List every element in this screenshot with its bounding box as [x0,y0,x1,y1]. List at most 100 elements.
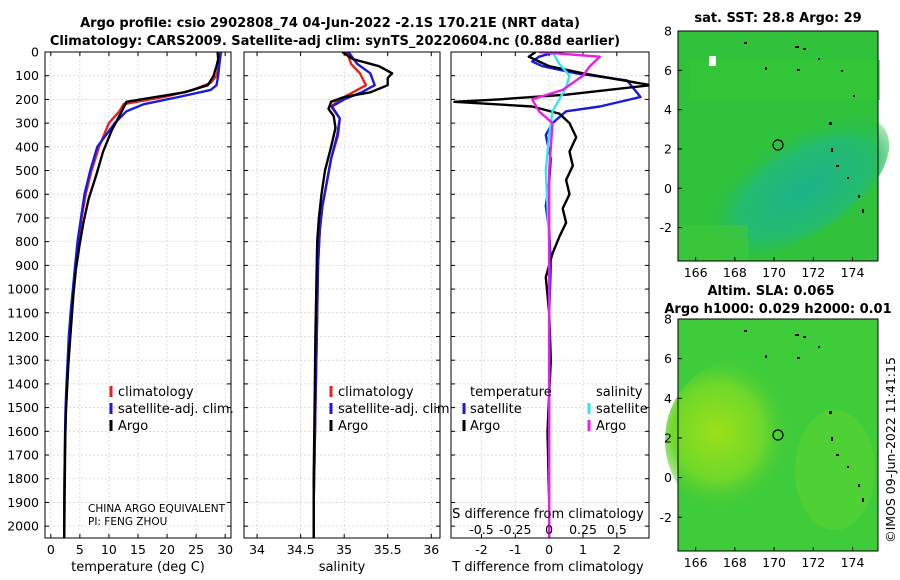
sla-map-islands [744,330,864,502]
difference-lines [453,52,649,538]
lon-tick-label: 174 [841,265,865,280]
sst-map-lat-ticks: 8 6 4 2 0 -2 [660,24,682,235]
program-note: CHINA ARGO EQUIVALENT [88,503,226,515]
sst-map-warm-patch [678,225,748,261]
depth-tick-label: 1900 [7,495,39,510]
lat-tick-label: 2 [664,141,672,156]
series-line-argo [63,52,220,538]
depth-tick-label: 400 [15,139,39,154]
depth-tick-label: 0 [31,45,39,60]
salinity-plot-area [244,52,440,538]
lat-tick-label: 6 [664,63,672,78]
legend-satellite-adj-label: satellite-adj. clim. [338,402,454,417]
temperature-legend: climatology satellite-adj. clim. Argo [109,385,234,434]
sst-map-lon-ticks: 166 168 170 172 174 [684,257,865,280]
depth-tick-label: 300 [15,116,39,131]
lon-tick-label: 168 [723,555,747,570]
x-tick-label: 35 [336,542,352,557]
x-tick-label: 34 [249,542,265,557]
lon-tick-label: 172 [801,555,825,570]
sla-map-title: Altim. SLA: 0.065 [708,284,835,299]
legend-t-satellite-label: satellite [470,402,522,417]
lon-tick-label: 170 [762,555,786,570]
figure-title-line2: Climatology: CARS2009. Satellite-adj cli… [50,34,620,49]
x-tick-label: 15 [130,542,146,557]
legend-t-argo-label: Argo [470,419,500,434]
lat-tick-label: 4 [664,102,672,117]
x-tick-label: -1 [509,542,521,557]
depth-tick-label: 700 [15,210,39,225]
difference-axes-box [450,51,650,539]
s-diff-xlabel: S difference from climatology [452,507,644,522]
temperature-axes-box [44,51,232,539]
depth-tick-label: 1200 [7,329,39,344]
pi-note: PI: FENG ZHOU [88,516,167,528]
legend-temperature-title: temperature [470,385,552,400]
x-tick-label: 0 [545,542,553,557]
figure-title-line1: Argo profile: csio 2902808_74 04-Jun-202… [80,16,580,31]
s-diff-x-ticks: -0.5 -0.25 0 0.25 0.5 [469,522,627,537]
depth-tick-label: 1500 [7,400,39,415]
sst-map-panel: sat. SST: 28.8 Argo: 29 8 6 4 2 0 -2 166 168 17… [660,11,890,280]
sst-map-title: sat. SST: 28.8 Argo: 29 [694,11,861,26]
legend-s-argo-label: Argo [596,419,626,434]
t-diff-xlabel: T difference from climatology [451,560,644,575]
lat-tick-label: 6 [664,351,672,366]
legend-s-satellite-label: satellite [596,402,648,417]
sst-map-missing-pixel [709,56,716,66]
legend-climatology-label: climatology [118,385,194,400]
sst-map-cool-patch [690,112,890,258]
salinity-legend: climatology satellite-adj. clim. Argo [329,385,454,434]
sla-map-lat-ticks: 8 6 4 2 0 -2 [660,312,682,525]
lat-tick-label: 4 [664,391,672,406]
salinity-axes-box [243,51,441,539]
series-line-salinity-argo [531,52,602,538]
lat-tick-label: 8 [664,312,672,327]
depth-tick-label: 600 [15,187,39,202]
s-diff-tick-label: -0.5 [469,522,493,537]
depth-tick-label: 1300 [7,353,39,368]
legend-climatology-label: climatology [338,385,414,400]
lat-tick-label: -2 [660,510,672,525]
lon-tick-label: 174 [841,555,865,570]
temperature-xlabel: temperature (deg C) [71,560,205,575]
imos-timestamp: ©IMOS 09-Jun-2022 11:41:15 [883,357,898,543]
depth-tick-label: 2000 [7,519,39,534]
sla-map-mid-patch [795,410,875,530]
lon-tick-label: 166 [684,555,708,570]
temperature-lines [62,52,223,538]
legend-argo-label: Argo [118,419,148,434]
x-tick-label: 2 [613,542,621,557]
depth-tick-label: 1100 [7,305,39,320]
lat-tick-label: -2 [660,220,672,235]
s-diff-tick-label: 0.5 [607,522,627,537]
sla-map-lon-ticks: 166 168 170 172 174 [684,547,865,570]
temperature-grid [45,51,231,538]
salinity-x-ticks: 34 34.5 35 35.5 36 [249,542,439,557]
sla-argo-marker [772,429,784,441]
depth-tick-label: 200 [15,92,39,107]
s-diff-tick-label: 0 [545,522,553,537]
lat-tick-label: 8 [664,24,672,39]
depth-tick-label: 100 [15,68,39,83]
lat-tick-label: 0 [664,181,672,196]
s-diff-tick-label: 0.25 [569,522,597,537]
lon-tick-label: 166 [684,265,708,280]
s-diff-tick-label: -0.25 [499,522,531,537]
x-tick-label: 30 [217,542,233,557]
sst-argo-marker [772,139,784,151]
lat-tick-label: 2 [664,430,672,445]
x-tick-label: 5 [76,542,84,557]
depth-tick-label: 800 [15,234,39,249]
sst-map-band [690,60,880,100]
lon-tick-label: 168 [723,265,747,280]
temperature-panel: 0100200300400500600700800900100011001200… [7,45,234,576]
lat-tick-label: 0 [664,470,672,485]
depth-tick-label: 1400 [7,376,39,391]
salinity-lines [312,52,394,538]
lon-tick-label: 170 [762,265,786,280]
depth-tick-label: 1000 [7,282,39,297]
sst-map-islands [744,42,864,213]
sla-map-frame [677,318,879,552]
temperature-x-ticks: 0 5 10 15 20 25 30 [47,542,233,557]
